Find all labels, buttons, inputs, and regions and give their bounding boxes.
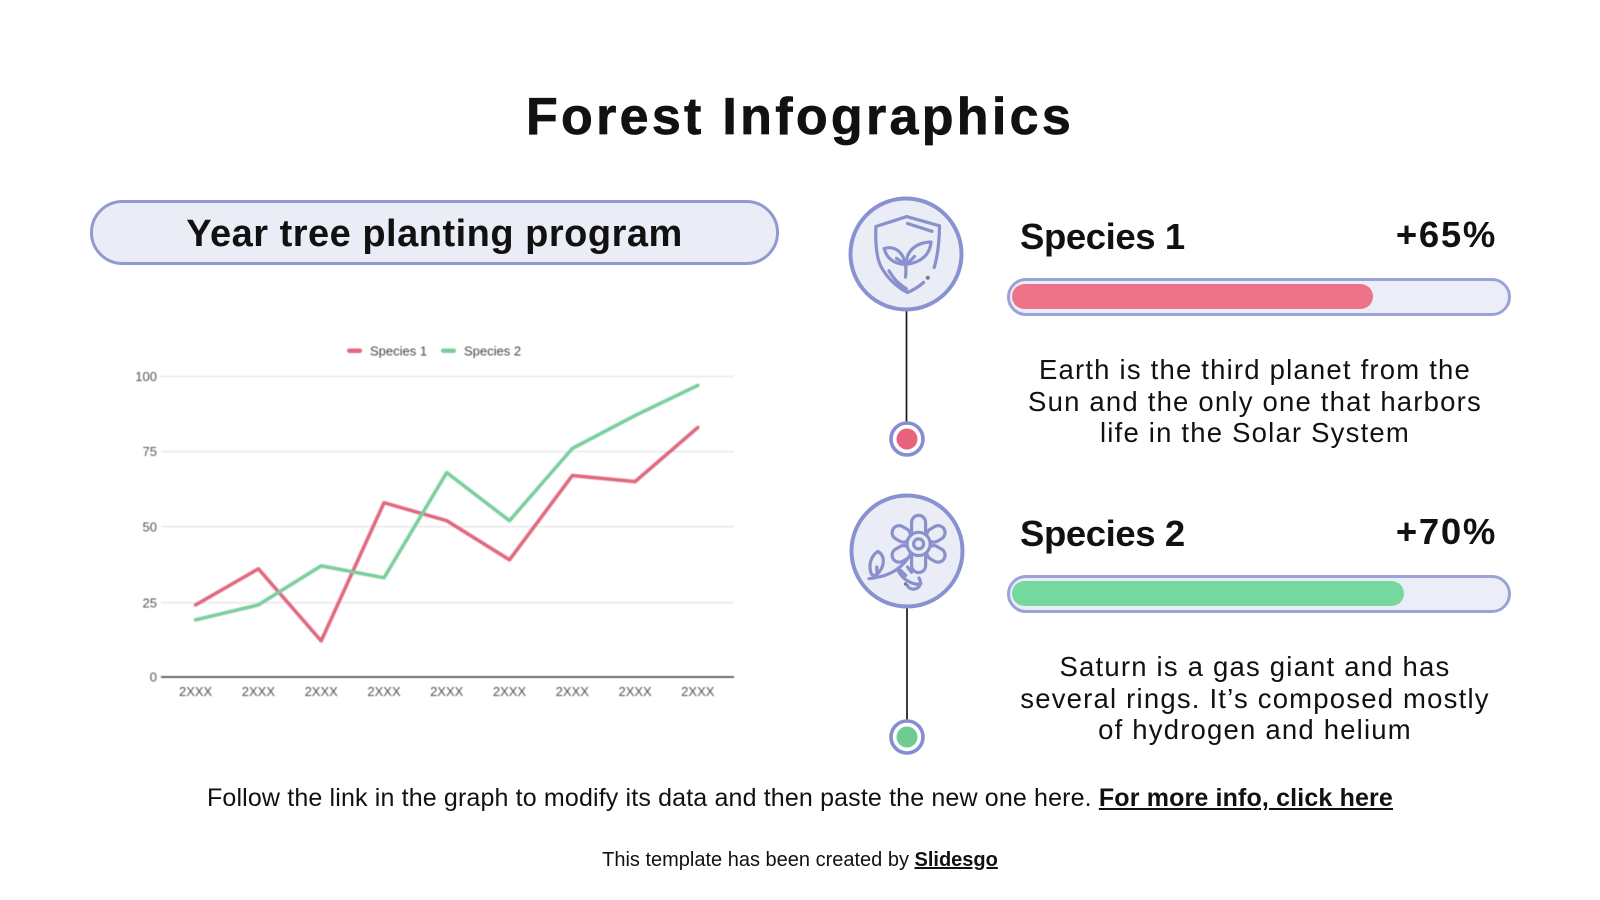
svg-text:50: 50 bbox=[143, 519, 157, 534]
svg-text:Species 2: Species 2 bbox=[464, 344, 521, 359]
svg-text:75: 75 bbox=[143, 444, 157, 459]
svg-text:2XXX: 2XXX bbox=[618, 684, 652, 699]
svg-text:Species 1: Species 1 bbox=[370, 344, 427, 359]
svg-text:2XXX: 2XXX bbox=[179, 684, 213, 699]
svg-text:2XXX: 2XXX bbox=[305, 684, 339, 699]
svg-text:25: 25 bbox=[143, 595, 157, 610]
svg-text:2XXX: 2XXX bbox=[367, 684, 401, 699]
svg-text:2XXX: 2XXX bbox=[430, 684, 464, 699]
svg-text:2XXX: 2XXX bbox=[681, 684, 715, 699]
svg-text:2XXX: 2XXX bbox=[493, 684, 527, 699]
svg-text:100: 100 bbox=[135, 369, 157, 384]
svg-text:0: 0 bbox=[150, 670, 157, 685]
svg-text:2XXX: 2XXX bbox=[556, 684, 590, 699]
svg-text:2XXX: 2XXX bbox=[242, 684, 276, 699]
